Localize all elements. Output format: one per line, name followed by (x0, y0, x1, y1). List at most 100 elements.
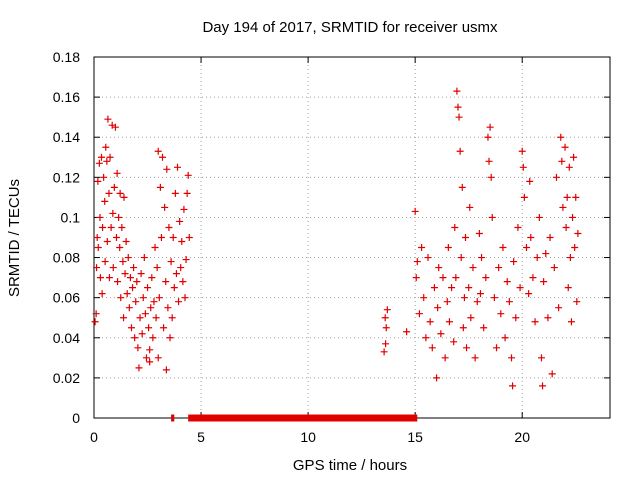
data-point (519, 163, 527, 171)
data-point (103, 238, 111, 246)
data-point (558, 157, 566, 165)
data-point (146, 358, 154, 366)
x-tick-label: 20 (514, 429, 530, 445)
data-point (116, 244, 124, 252)
data-point (444, 244, 452, 252)
data-point (466, 203, 474, 211)
data-point (100, 173, 108, 181)
data-point (564, 284, 572, 292)
data-point (434, 304, 442, 312)
data-point (169, 234, 177, 241)
data-point (138, 330, 146, 338)
data-point (171, 189, 179, 197)
x-axis-title: GPS time / hours (293, 457, 407, 474)
data-point (134, 344, 142, 352)
data-point (540, 278, 548, 286)
data-point (133, 278, 141, 286)
data-point (569, 213, 577, 221)
axis-ticks: 0 5 10 15 20 0 0.02 0.04 0.06 0.08 0.1 0.12 0.14 0.16… (53, 49, 610, 445)
data-point (463, 344, 471, 352)
y-tick-label: 0 (72, 410, 80, 426)
data-point (184, 171, 192, 179)
data-point (484, 133, 492, 141)
data-point (418, 244, 426, 252)
data-point (92, 310, 100, 318)
data-point (114, 278, 122, 286)
y-tick-label: 0.12 (53, 169, 80, 185)
data-point (122, 238, 130, 246)
y-tick-label: 0.1 (61, 209, 81, 225)
data-point (115, 213, 123, 221)
data-point (443, 298, 451, 306)
data-point (124, 254, 132, 262)
data-point (101, 197, 109, 205)
x-tick-label: 15 (407, 429, 423, 445)
data-point (476, 290, 484, 298)
data-point (159, 153, 167, 161)
data-point (172, 270, 180, 278)
data-point (542, 250, 550, 258)
data-point (156, 183, 164, 191)
data-point (141, 310, 149, 318)
data-point (435, 264, 443, 272)
data-point (555, 304, 563, 312)
y-tick-label: 0.16 (53, 89, 80, 105)
data-point (175, 298, 183, 306)
data-point (93, 234, 101, 241)
data-point (167, 258, 175, 266)
data-point (105, 189, 113, 197)
data-point (112, 234, 120, 241)
data-point (110, 183, 118, 191)
data-point (572, 193, 580, 201)
data-point (382, 324, 390, 332)
data-point (103, 157, 111, 165)
data-point (448, 284, 456, 292)
y-tick-label: 0.14 (53, 129, 80, 145)
data-point (573, 298, 581, 306)
y-tick-label: 0.08 (53, 250, 80, 266)
data-point (93, 264, 101, 272)
data-point (113, 169, 121, 177)
data-point (177, 264, 185, 272)
data-point (452, 274, 460, 282)
grid-lines (94, 57, 610, 418)
data-point (501, 334, 509, 342)
data-point (168, 314, 176, 322)
x-tick-label: 5 (197, 429, 205, 445)
data-point (433, 374, 441, 382)
data-point (98, 290, 106, 298)
data-point (117, 294, 125, 302)
data-point (478, 254, 486, 262)
data-point (490, 294, 498, 302)
data-point (144, 284, 152, 292)
data-point (165, 223, 173, 231)
data-point (155, 294, 163, 302)
data-point (561, 143, 569, 151)
data-point (458, 183, 466, 191)
data-point (499, 244, 507, 252)
data-point (178, 238, 186, 246)
data-point (522, 244, 530, 252)
data-point (430, 284, 438, 292)
data-point (163, 165, 171, 173)
data-point (166, 334, 174, 342)
data-point (104, 115, 112, 123)
data-point (99, 223, 107, 231)
data-point (137, 270, 145, 278)
data-point (170, 284, 178, 292)
data-point (174, 163, 182, 171)
data-point (97, 153, 105, 161)
data-point (95, 159, 103, 167)
data-point (473, 298, 481, 306)
data-point (180, 205, 188, 213)
data-point (182, 256, 190, 264)
data-point (102, 143, 110, 151)
data-point (176, 217, 184, 225)
data-point (382, 340, 390, 348)
data-point (107, 223, 115, 231)
data-point (383, 306, 391, 314)
data-point (482, 274, 490, 282)
x-tick-label: 0 (90, 429, 98, 445)
